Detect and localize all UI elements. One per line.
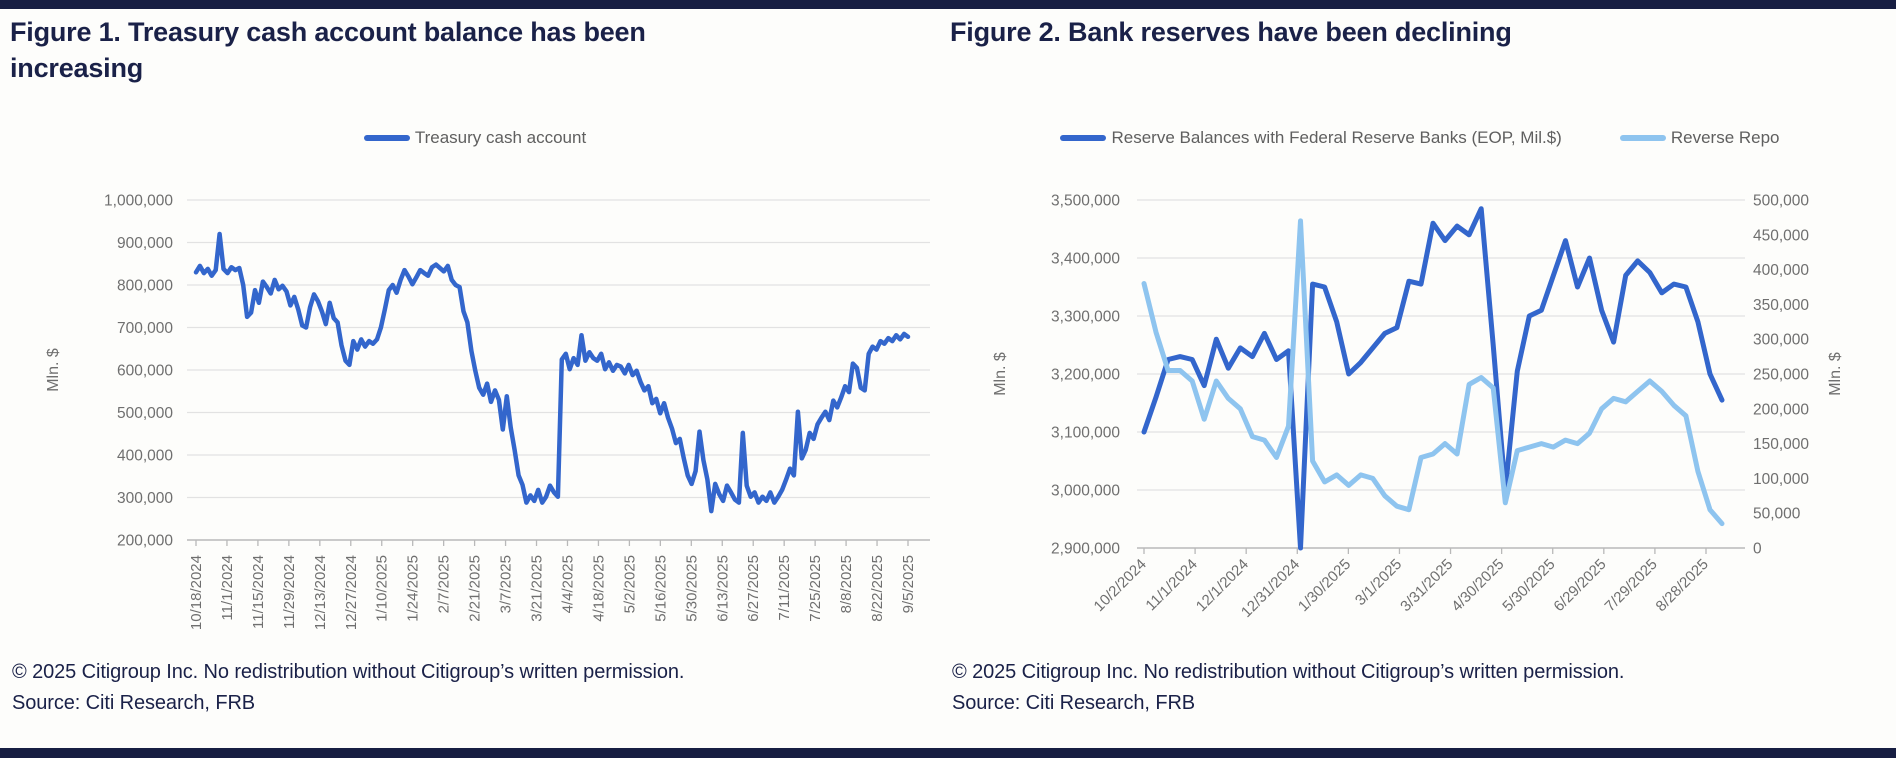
x-axis-tick-label: 3/31/2025 bbox=[1397, 556, 1456, 615]
series-line bbox=[193, 231, 911, 514]
y-axis-tick-label: 400,000 bbox=[117, 448, 173, 465]
x-axis-tick-label: 11/1/2024 bbox=[219, 555, 236, 621]
x-axis-tick-label: 10/2/2024 bbox=[1091, 556, 1150, 615]
x-axis-tick-label: 5/2/2025 bbox=[621, 555, 638, 613]
x-axis-tick-label: 1/10/2025 bbox=[374, 555, 391, 622]
x-axis-tick-label: 8/28/2025 bbox=[1653, 556, 1712, 615]
right-y-axis-tick-label: 350,000 bbox=[1753, 297, 1809, 314]
legend-item-reserve-balances: Reserve Balances with Federal Reserve Ba… bbox=[1060, 128, 1562, 148]
y-axis-tick-label: 800,000 bbox=[117, 278, 173, 295]
x-axis-tick-label: 5/16/2025 bbox=[652, 555, 669, 622]
right-y-axis-tick-label: 100,000 bbox=[1753, 471, 1809, 488]
x-axis-tick-label: 2/21/2025 bbox=[467, 555, 484, 622]
x-axis-tick-label: 9/5/2025 bbox=[900, 555, 917, 613]
x-axis-tick-label: 5/30/2025 bbox=[1499, 556, 1558, 615]
x-axis-tick-label: 4/18/2025 bbox=[590, 555, 607, 622]
legend-item-treasury-cash-account: Treasury cash account bbox=[363, 128, 587, 148]
x-axis-tick-label: 11/1/2024 bbox=[1142, 556, 1200, 614]
x-axis-tick-label: 1/24/2025 bbox=[405, 555, 422, 622]
figure1-title: Figure 1. Treasury cash account balance … bbox=[10, 17, 646, 83]
figure1-copyright: © 2025 Citigroup Inc. No redistribution … bbox=[12, 661, 685, 683]
treasury-cash-account-chart: 1,000,000 900,000 800,000 700,000 600,000 500… bbox=[45, 193, 930, 630]
right-y-axis-tick-label: 400,000 bbox=[1753, 262, 1809, 279]
right-y-axis-tick-label: 250,000 bbox=[1753, 367, 1809, 384]
right-y-axis-tick-label: 150,000 bbox=[1753, 436, 1809, 453]
y-axis-tick-label: 500,000 bbox=[117, 405, 173, 422]
x-axis-tick-label: 6/13/2025 bbox=[714, 555, 731, 622]
y-axis-tick-label: 700,000 bbox=[117, 320, 173, 337]
series-line bbox=[1141, 206, 1725, 551]
x-axis-tick-label: 3/7/2025 bbox=[498, 555, 515, 613]
y-axis-tick-label: 3,200,000 bbox=[1051, 367, 1120, 384]
y-axis-tick-label: 1,000,000 bbox=[104, 193, 173, 210]
y-axis-tick-label: 3,500,000 bbox=[1051, 193, 1120, 210]
y-axis-tick-label: 3,300,000 bbox=[1051, 309, 1120, 326]
x-axis-tick-label: 3/21/2025 bbox=[529, 555, 546, 622]
x-axis-tick-label: 11/29/2024 bbox=[281, 555, 298, 629]
right-y-axis-tick-label: 200,000 bbox=[1753, 401, 1809, 418]
y-axis-tick-label: 3,100,000 bbox=[1051, 425, 1120, 442]
top-accent-bar bbox=[0, 0, 1896, 9]
figure2-title: Figure 2. Bank reserves have been declin… bbox=[950, 17, 1512, 47]
x-axis-tick-label: 8/8/2025 bbox=[838, 555, 855, 613]
y-axis-tick-label: 3,400,000 bbox=[1051, 251, 1120, 268]
x-axis-tick-label: 7/29/2025 bbox=[1602, 556, 1661, 615]
x-axis-tick-label: 11/15/2024 bbox=[250, 555, 267, 629]
x-axis-tick-label: 12/13/2024 bbox=[312, 555, 329, 630]
y-axis-title: Mln. $ bbox=[992, 352, 1009, 396]
figure2-legend: Reserve Balances with Federal Reserve Ba… bbox=[950, 127, 1890, 149]
figure1-source: Source: Citi Research, FRB bbox=[12, 692, 256, 714]
x-axis-tick-label: 5/30/2025 bbox=[683, 555, 700, 622]
x-axis-tick-label: 6/27/2025 bbox=[745, 555, 762, 622]
x-axis-tick-label: 8/22/2025 bbox=[869, 555, 886, 622]
x-axis-tick-label: 7/25/2025 bbox=[807, 555, 824, 622]
figure2-copyright: © 2025 Citigroup Inc. No redistribution … bbox=[952, 661, 1625, 683]
right-y-axis-tick-label: 0 bbox=[1753, 541, 1762, 558]
x-axis-tick-label: 3/1/2025 bbox=[1352, 556, 1405, 609]
bottom-accent-bar bbox=[0, 748, 1896, 758]
right-y-axis-title: Mln. $ bbox=[1827, 352, 1844, 396]
y-axis-tick-label: 300,000 bbox=[117, 490, 173, 507]
x-axis-tick-label: 7/11/2025 bbox=[776, 555, 793, 621]
series-color-swatch bbox=[1060, 135, 1107, 141]
series-color-swatch bbox=[1619, 135, 1666, 141]
legend-label: Reverse Repo bbox=[1670, 128, 1780, 147]
x-axis-tick-label: 4/4/2025 bbox=[559, 555, 576, 613]
right-y-axis-tick-label: 300,000 bbox=[1753, 332, 1809, 349]
legend-item-reverse-repo: Reverse Repo bbox=[1619, 128, 1780, 148]
y-axis-tick-label: 2,900,000 bbox=[1051, 541, 1120, 558]
series-line bbox=[1141, 218, 1725, 527]
y-axis-tick-label: 900,000 bbox=[117, 235, 173, 252]
x-axis-tick-label: 4/30/2025 bbox=[1448, 556, 1507, 615]
figure2-source: Source: Citi Research, FRB bbox=[952, 692, 1196, 714]
series-color-swatch bbox=[363, 135, 410, 141]
y-axis-title: Mln. $ bbox=[45, 348, 62, 392]
y-axis-tick-label: 200,000 bbox=[117, 533, 173, 550]
y-axis-tick-label: 600,000 bbox=[117, 363, 173, 380]
bank-reserves-chart: 3,500,000 3,400,000 3,300,000 3,200,000 3,10… bbox=[992, 193, 1844, 621]
figure1-legend: Treasury cash account bbox=[10, 127, 940, 149]
right-y-axis-tick-label: 500,000 bbox=[1753, 193, 1809, 210]
y-axis-tick-label: 3,000,000 bbox=[1051, 483, 1120, 500]
x-axis-tick-label: 1/30/2025 bbox=[1295, 556, 1354, 615]
right-y-axis-tick-label: 450,000 bbox=[1753, 227, 1809, 244]
legend-label: Treasury cash account bbox=[414, 128, 587, 147]
legend-label: Reserve Balances with Federal Reserve Ba… bbox=[1111, 128, 1562, 147]
right-y-axis-tick-label: 50,000 bbox=[1753, 506, 1801, 523]
x-axis-tick-label: 6/29/2025 bbox=[1550, 556, 1609, 615]
x-axis-tick-label: 12/27/2024 bbox=[343, 555, 360, 630]
x-axis-tick-label: 2/7/2025 bbox=[436, 555, 453, 613]
x-axis-tick-label: 10/18/2024 bbox=[188, 555, 205, 630]
